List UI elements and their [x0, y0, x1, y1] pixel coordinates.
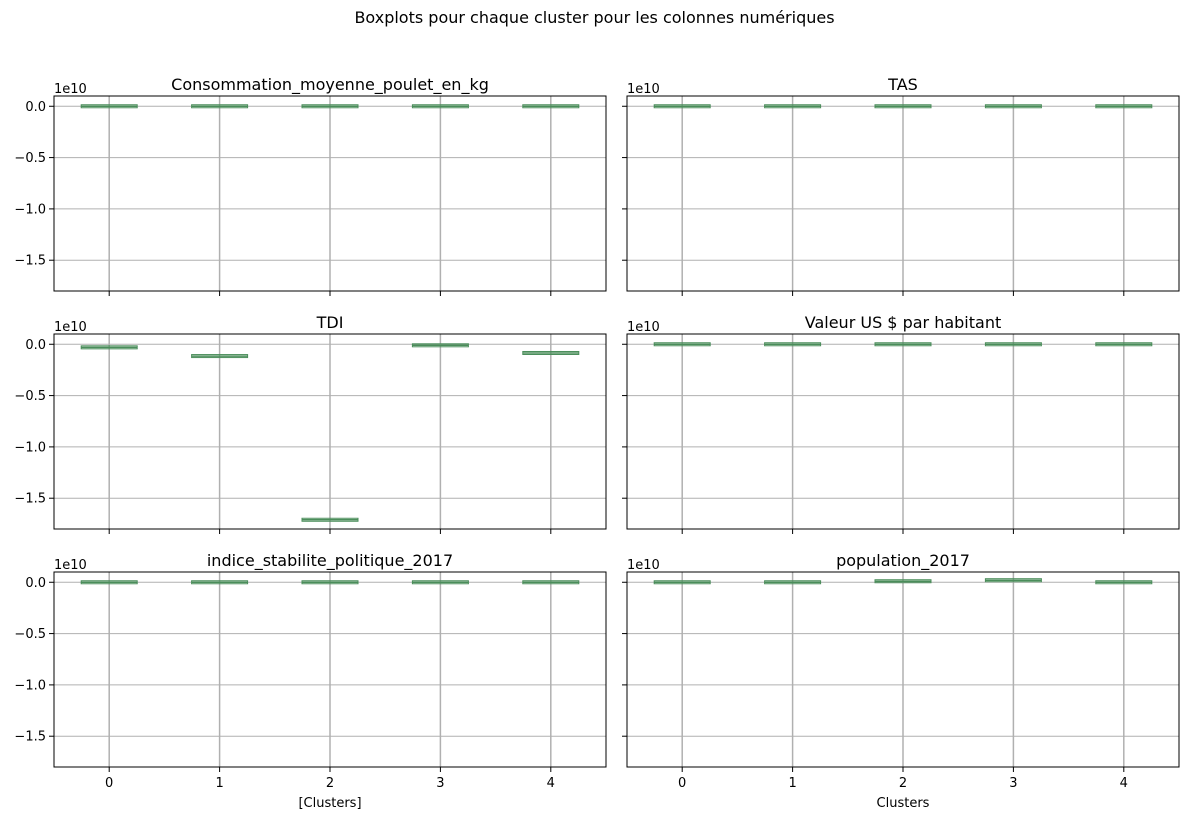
x-tick-label: 2	[899, 776, 907, 791]
panel-title: Consommation_moyenne_poulet_en_kg	[171, 75, 489, 95]
chart-suptitle: Boxplots pour chaque cluster pour les co…	[354, 8, 834, 27]
y-tick-label: −1.5	[14, 730, 46, 745]
y-tick-label: 0.0	[25, 100, 46, 115]
y-offset-label: 1e10	[627, 82, 660, 97]
y-tick-label: 0.0	[25, 576, 46, 591]
x-tick-label: 4	[547, 776, 555, 791]
y-tick-label: −1.5	[14, 254, 46, 269]
y-tick-label: −1.0	[14, 202, 46, 217]
y-tick-label: −1.5	[14, 492, 46, 507]
panel-title: Valeur US $ par habitant	[805, 313, 1001, 332]
panel-1: 1e10 TAS	[622, 75, 1180, 296]
y-tick-label: −1.0	[14, 678, 46, 693]
panel-title: TAS	[887, 75, 918, 94]
panel-2: 0.0 −0.5 −1.0 −1.5 1e10 TDI	[14, 313, 607, 534]
panel-4: 0.0 −0.5 −1.0 −1.5 0 1 2 3 4 1e10 indice_stabilite…	[14, 551, 607, 811]
x-tick-label: 0	[105, 776, 113, 791]
y-tick-label: −1.0	[14, 440, 46, 455]
y-offset-label: 1e10	[627, 558, 660, 573]
x-axis-label: [Clusters]	[298, 796, 361, 811]
x-axis-label: Clusters	[877, 796, 930, 811]
x-tick-label: 1	[788, 776, 796, 791]
y-tick-label: −0.5	[14, 389, 46, 404]
panel-0: 0.0 −0.5 −1.0 −1.5 1e10 Consommation_moyenne_…	[14, 75, 607, 296]
y-offset-label: 1e10	[54, 320, 87, 335]
x-tick-label: 2	[326, 776, 334, 791]
y-tick-label: 0.0	[25, 338, 46, 353]
panel-3: 1e10 Valeur US $ par habitant	[622, 313, 1180, 534]
y-offset-label: 1e10	[627, 320, 660, 335]
y-offset-label: 1e10	[54, 82, 87, 97]
x-tick-label: 1	[215, 776, 223, 791]
x-tick-label: 4	[1120, 776, 1128, 791]
y-tick-label: −0.5	[14, 627, 46, 642]
y-tick-label: −0.5	[14, 151, 46, 166]
y-offset-label: 1e10	[54, 558, 87, 573]
x-tick-label: 3	[1009, 776, 1017, 791]
panel-title: population_2017	[836, 551, 970, 571]
x-tick-label: 3	[436, 776, 444, 791]
panel-title: TDI	[316, 313, 344, 332]
panel-title: indice_stabilite_politique_2017	[207, 551, 453, 571]
panel-5: 0 1 2 3 4 1e10 population_2017 Clusters	[622, 551, 1180, 811]
x-tick-label: 0	[678, 776, 686, 791]
